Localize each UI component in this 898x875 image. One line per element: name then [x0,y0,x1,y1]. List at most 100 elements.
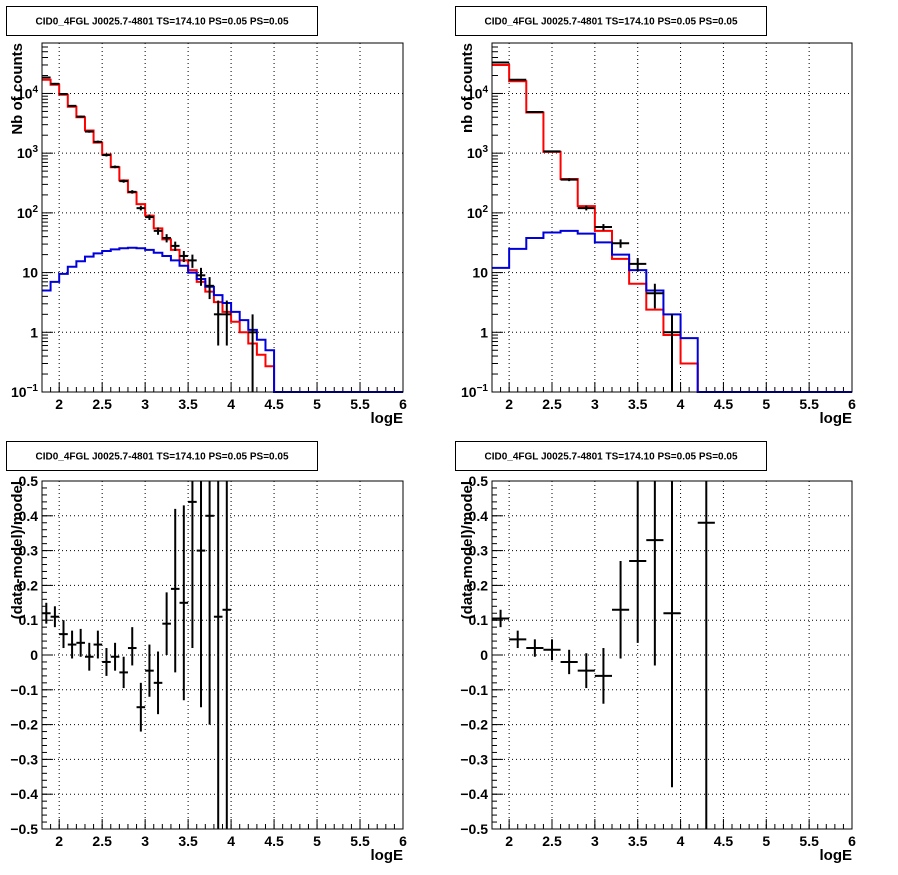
x-tick-label: 6 [848,833,856,849]
data-point [213,300,223,346]
y-tick-label: 10−1 [11,383,38,400]
data-point [196,267,206,286]
data-point [560,178,578,182]
data-point [67,630,77,659]
data-point [145,214,154,220]
data-point [170,241,180,251]
chart-title: CID0_4FGL J0025.7-4801 TS=174.10 PS=0.05… [35,17,288,28]
title-box-frame [455,6,767,36]
data-point [697,481,715,829]
x-tick-label: 5.5 [350,833,370,849]
y-tick-label: 103 [467,144,489,161]
data-point [76,628,85,657]
x-tick-label: 4 [227,396,235,412]
data-point [560,649,578,675]
title-box-frame [455,441,767,471]
y-tick-label: 102 [467,204,489,221]
x-axis-title: logE [371,410,404,427]
y-tick-label: 0.2 [19,577,39,593]
x-tick-label: 5 [762,396,770,412]
y-tick-label: 104 [17,84,39,101]
x-tick-label: 3 [591,833,599,849]
data-point [153,651,163,715]
y-tick-label: 1 [30,324,38,340]
data-point [492,609,510,628]
x-tick-label: 6 [399,396,407,412]
data-point [222,300,232,346]
x-tick-label: 4.5 [264,396,284,412]
chart-title-box: CID0_4FGL J0025.7-4801 TS=174.10 PS=0.05… [6,441,318,471]
x-axis-title: logE [820,847,853,864]
data-point [42,602,51,624]
y-axis-title: (data-model)/model [9,481,26,619]
data-point [577,205,595,211]
data-point [50,606,60,628]
chart-title: CID0_4FGL J0025.7-4801 TS=174.10 PS=0.05… [484,452,737,463]
data-point [42,76,51,79]
chart-title-box: CID0_4FGL J0025.7-4801 TS=174.10 PS=0.05… [455,6,767,36]
x-tick-label: 3.5 [178,833,198,849]
y-tick-label: 0.4 [469,508,489,524]
x-tick-label: 5 [313,833,321,849]
y-axis-title: nb of counts [459,43,476,133]
data-point [127,627,137,666]
chart-title-box: CID0_4FGL J0025.7-4801 TS=174.10 PS=0.05… [455,441,767,471]
data-point [136,205,146,211]
chart-panel-3: CID0_4FGL J0025.7-4801 TS=174.10 PS=0.05… [6,441,407,864]
y-tick-label: −0.5 [460,821,488,837]
data-point [59,620,68,649]
chart-panel-1: CID0_4FGL J0025.7-4801 TS=174.10 PS=0.05… [6,6,407,427]
data-point [543,150,561,153]
y-axis-title: (data-model)/model [459,481,476,619]
grid-lines [42,480,404,830]
data-point [59,92,68,95]
y-axis-title: Nb of counts [9,43,26,135]
data-point [110,642,120,671]
x-tick-label: 5.5 [350,396,370,412]
data-point [594,648,612,704]
data-point [84,642,94,671]
x-tick-label: 2.5 [92,396,112,412]
x-tick-label: 4.5 [714,396,734,412]
y-tick-label: 0.3 [19,543,39,559]
data-point [646,283,664,309]
y-tick-label: −0.3 [10,751,38,767]
x-tick-label: 6 [848,396,856,412]
x-tick-label: 3 [141,833,149,849]
title-box-frame [6,6,318,36]
histogram-series-2 [42,246,403,393]
plot-frame [41,480,404,830]
y-tick-label: −0.1 [460,682,488,698]
data-point [646,481,664,666]
data-point [222,481,232,829]
x-tick-label: 4.5 [714,833,734,849]
x-tick-label: 2.5 [542,833,562,849]
y-tick-label: 104 [467,84,489,101]
chart-title: CID0_4FGL J0025.7-4801 TS=174.10 PS=0.05… [484,17,737,28]
chart-title: CID0_4FGL J0025.7-4801 TS=174.10 PS=0.05… [35,452,288,463]
data-point [84,130,94,133]
data-point [188,254,197,268]
data-point [509,630,527,649]
y-tick-label: −0.5 [10,821,38,837]
grid-lines [42,43,404,393]
x-tick-label: 3 [591,396,599,412]
data-point [629,258,647,272]
y-tick-label: 0.5 [19,473,39,489]
data-point [526,110,544,113]
y-tick-label: 10 [472,265,488,281]
data-point [205,481,214,725]
y-tick-label: 0 [30,647,38,663]
x-tick-label: 6 [399,833,407,849]
x-tick-label: 2 [505,833,513,849]
data-point [594,224,612,231]
data-point [162,234,171,243]
data-point [188,481,197,649]
data-point [526,639,544,657]
chart-panel-4: CID0_4FGL J0025.7-4801 TS=174.10 PS=0.05… [455,441,856,864]
y-tick-label: 0.4 [19,508,39,524]
x-tick-label: 3.5 [178,396,198,412]
x-tick-label: 3 [141,396,149,412]
data-point [67,104,77,107]
y-tick-label: 0.1 [19,612,39,628]
